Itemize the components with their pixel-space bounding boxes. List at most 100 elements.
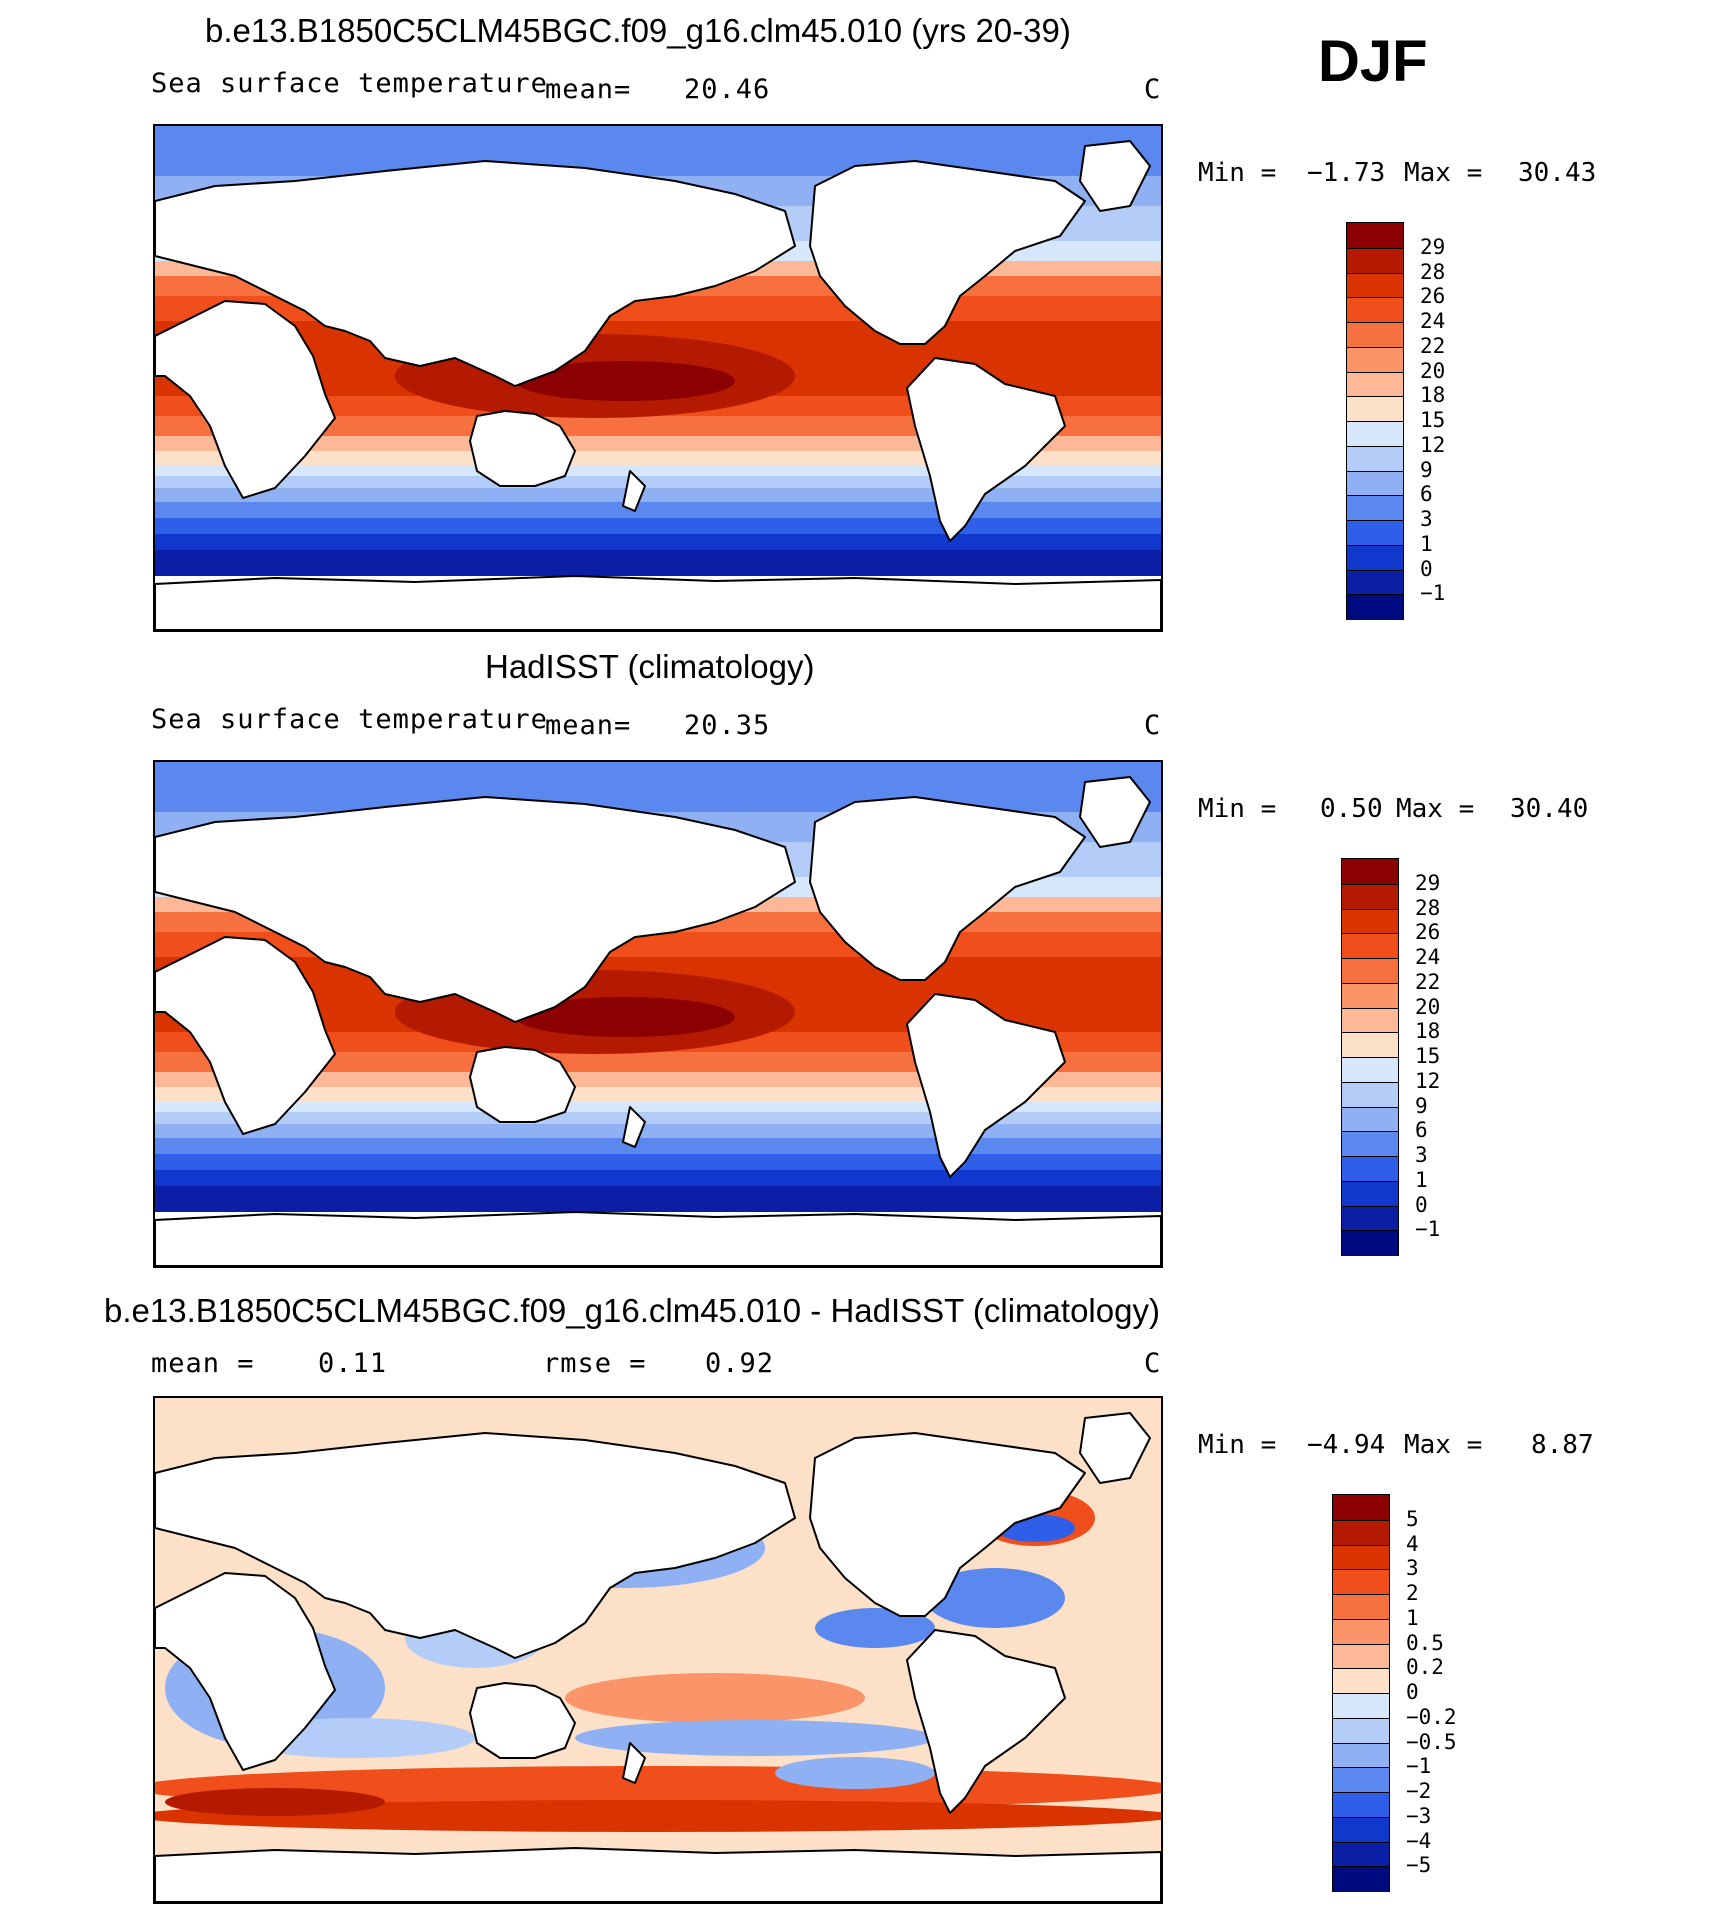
colorbar-segment	[1347, 396, 1403, 422]
panel1-min-value: −1.73	[1307, 158, 1386, 188]
land-outline	[906, 1629, 1066, 1814]
panel1-min-label: Min =	[1198, 158, 1277, 188]
panel1-mean-label: mean=	[545, 74, 632, 105]
land-outline	[1079, 776, 1151, 848]
colorbar-segment	[1333, 1668, 1389, 1694]
panel3-map-svg	[155, 1398, 1161, 1902]
diff-region	[155, 1800, 1161, 1832]
colorbar-segment	[1333, 1495, 1389, 1520]
warm-pool-core	[515, 997, 735, 1037]
colorbar-segment	[1333, 1816, 1389, 1843]
panel2-max-label: Max =	[1396, 794, 1475, 824]
land-outline	[155, 1847, 1161, 1902]
colorbar-tick-label: 3	[1406, 1556, 1419, 1581]
colorbar-tick-label: 15	[1415, 1044, 1441, 1068]
warm-pool-core	[515, 361, 735, 401]
colorbar-tick-label: −0.2	[1406, 1704, 1457, 1729]
sst-band	[155, 550, 1161, 576]
colorbar-tick-label: 0	[1406, 1680, 1419, 1704]
panel3-rmse-label: rmse =	[543, 1348, 647, 1379]
panel2-units: C	[1144, 710, 1162, 741]
colorbar-segment	[1347, 470, 1403, 497]
diff-region	[165, 1788, 385, 1816]
colorbar-tick-label: 24	[1420, 309, 1446, 333]
panel2-max-value: 30.40	[1510, 794, 1589, 824]
colorbar-tick-label: 1	[1406, 1605, 1419, 1630]
panel3-rmse-value: 0.92	[705, 1348, 775, 1379]
colorbar-tick-label: 20	[1415, 994, 1441, 1019]
diff-region	[575, 1720, 935, 1756]
land-outline	[1079, 1412, 1151, 1484]
colorbar-tick-label: 28	[1420, 259, 1446, 284]
land-outline	[469, 1046, 576, 1123]
colorbar-tick-label: −1	[1415, 1217, 1441, 1242]
land-outline	[1079, 140, 1151, 212]
colorbar-tick-label: 9	[1415, 1093, 1428, 1118]
colorbar-segment	[1347, 272, 1403, 299]
land-outline	[906, 993, 1066, 1178]
colorbar-tick-label: 12	[1415, 1068, 1441, 1093]
colorbar-tick-label: 28	[1415, 895, 1441, 920]
panel1-map	[153, 124, 1163, 632]
colorbar-segment	[1342, 1081, 1398, 1108]
colorbar-segment	[1333, 1841, 1389, 1868]
colorbar-tick-label: −1	[1420, 581, 1446, 606]
panel2-variable-label: Sea surface temperature	[151, 704, 548, 735]
colorbar-segment	[1347, 371, 1403, 398]
colorbar-segment	[1347, 445, 1403, 472]
panel2-title: HadISST (climatology)	[485, 648, 815, 685]
panel2-map-svg	[155, 762, 1161, 1266]
colorbar-segment	[1333, 1519, 1389, 1546]
colorbar-tick-label: 1	[1415, 1167, 1428, 1192]
colorbar-segment	[1333, 1693, 1389, 1719]
colorbar-segment	[1342, 933, 1398, 959]
colorbar-tick-label: 22	[1420, 333, 1446, 358]
colorbar-segment	[1347, 544, 1403, 571]
panel1-units: C	[1144, 74, 1162, 105]
colorbar-segment	[1333, 1594, 1389, 1620]
colorbar-segment	[1333, 1767, 1389, 1793]
colorbar-segment	[1342, 1230, 1398, 1256]
colorbar-segment	[1342, 1205, 1398, 1232]
panel1-colorbar	[1346, 222, 1404, 620]
colorbar-segment	[1347, 223, 1403, 248]
land-outline	[155, 1572, 336, 1771]
colorbar-tick-label: 29	[1415, 870, 1441, 895]
colorbar-segment	[1347, 297, 1403, 323]
panel2-map	[153, 760, 1163, 1268]
colorbar-tick-label: 29	[1420, 234, 1446, 259]
colorbar-tick-label: −2	[1406, 1779, 1432, 1803]
colorbar-tick-label: −0.5	[1406, 1729, 1457, 1754]
colorbar-segment	[1347, 247, 1403, 274]
colorbar-tick-label: 15	[1420, 408, 1446, 432]
colorbar-segment	[1347, 594, 1403, 620]
land-outline	[469, 410, 576, 487]
colorbar-tick-label: 4	[1406, 1531, 1419, 1556]
panel2-min-value: 0.50	[1320, 794, 1383, 824]
colorbar-segment	[1342, 982, 1398, 1009]
colorbar-tick-label: 18	[1420, 383, 1446, 408]
panel2-colorbar	[1341, 858, 1399, 1256]
colorbar-tick-label: 6	[1415, 1118, 1428, 1143]
colorbar-tick-label: −1	[1406, 1754, 1432, 1779]
colorbar-segment	[1342, 908, 1398, 935]
panel3-mean-value: 0.11	[318, 1348, 388, 1379]
colorbar-segment	[1333, 1544, 1389, 1571]
colorbar-segment	[1347, 569, 1403, 596]
panel2-min-label: Min =	[1198, 794, 1277, 824]
diff-region	[565, 1673, 865, 1723]
panel3-max-label: Max =	[1404, 1430, 1483, 1460]
land-outline	[155, 796, 796, 1023]
panel3-mean-label: mean =	[151, 1348, 255, 1379]
panel2-mean-value: 20.35	[684, 710, 771, 741]
colorbar-segment	[1333, 1866, 1389, 1892]
colorbar-tick-label: 22	[1415, 969, 1441, 994]
colorbar-tick-label: 9	[1420, 457, 1433, 482]
colorbar-segment	[1347, 322, 1403, 348]
colorbar-tick-label: 26	[1420, 284, 1446, 309]
colorbar-tick-label: 0.2	[1406, 1655, 1444, 1680]
colorbar-segment	[1333, 1717, 1389, 1744]
colorbar-segment	[1342, 859, 1398, 884]
panel1-map-svg	[155, 126, 1161, 630]
sst-band	[155, 1186, 1161, 1212]
